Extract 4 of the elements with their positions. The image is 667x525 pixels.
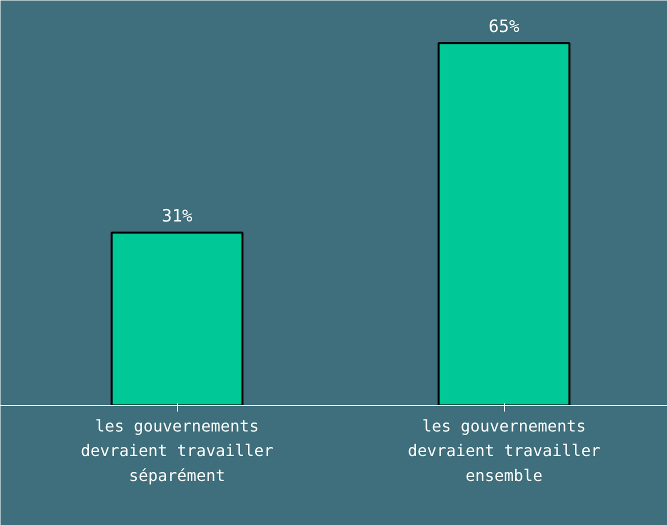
x-tick-label: les gouvernements devraient travailler séparément (80, 416, 274, 485)
data-label: 65% (488, 17, 520, 38)
x-tick-label: les gouvernements devraient travailler ensemble (408, 416, 601, 485)
data-label: 31% (162, 206, 192, 227)
